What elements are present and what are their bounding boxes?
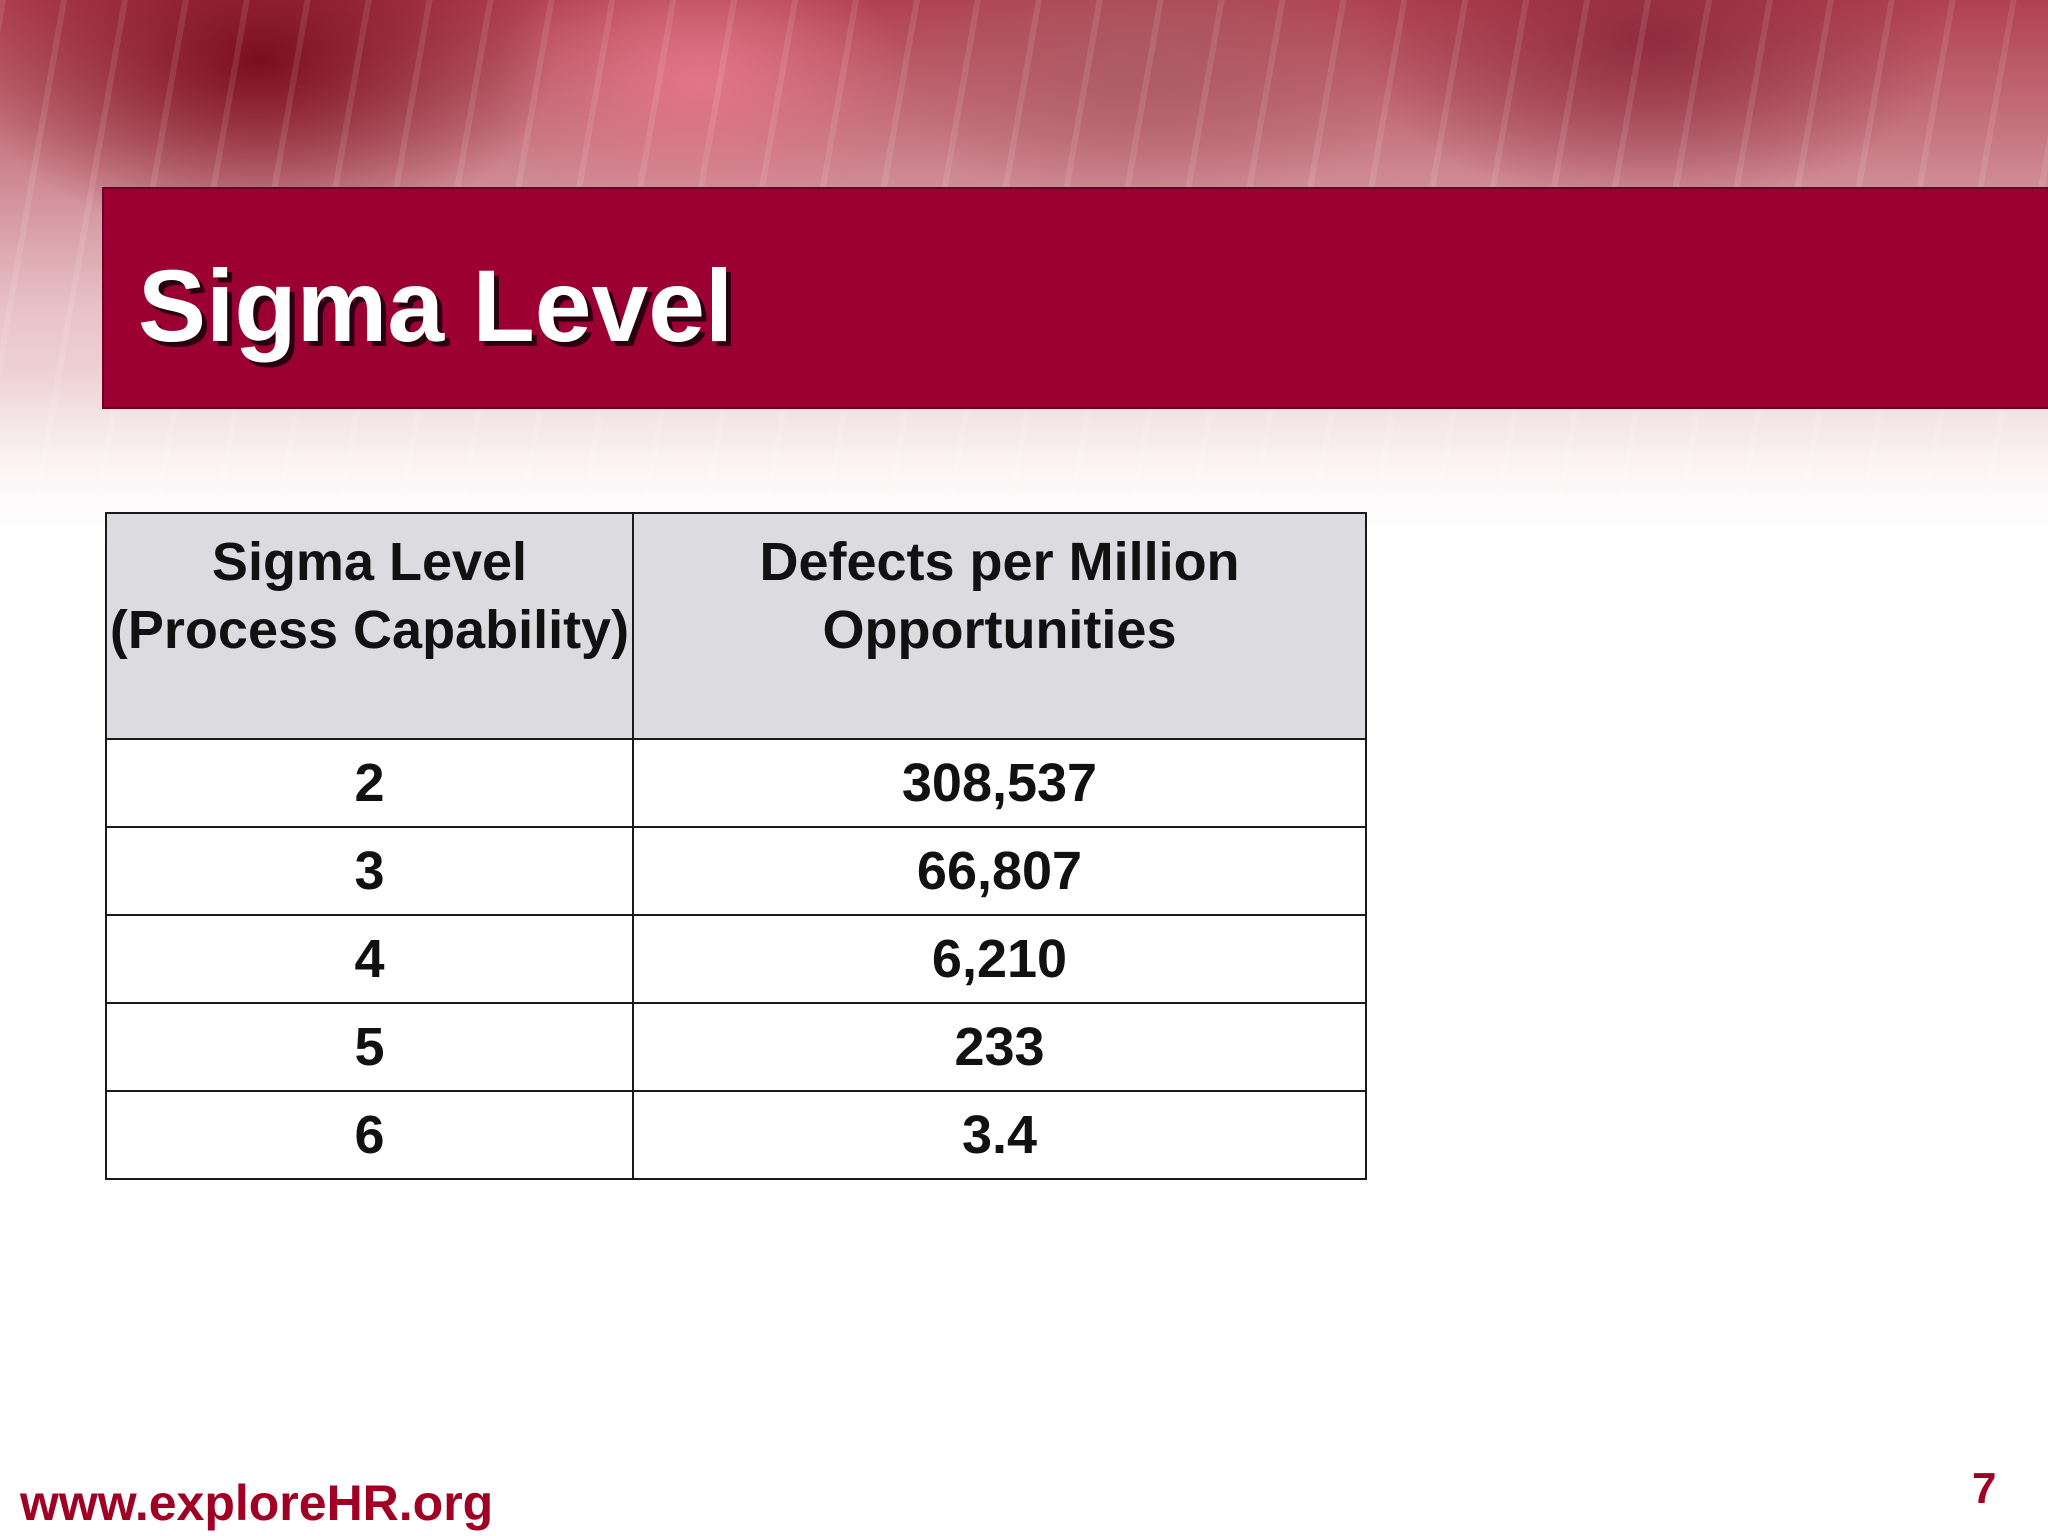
title-band [102, 187, 2048, 409]
slide-title: Sigma Level [138, 249, 734, 363]
table-header-row: Sigma Level (Process Capability) Defects… [105, 512, 1367, 740]
cell-sigma: 3 [105, 826, 634, 916]
table-row: 4 6,210 [105, 914, 1367, 1004]
table-row: 3 66,807 [105, 826, 1367, 916]
table-row: 6 3.4 [105, 1090, 1367, 1180]
cell-sigma: 6 [105, 1090, 634, 1180]
cell-dpmo: 233 [632, 1002, 1367, 1092]
cell-dpmo: 3.4 [632, 1090, 1367, 1180]
page-number: 7 [1972, 1464, 1997, 1513]
cell-dpmo: 308,537 [632, 738, 1367, 828]
footer-url: www.exploreHR.org [20, 1475, 494, 1531]
sigma-table: Sigma Level (Process Capability) Defects… [105, 512, 1367, 1180]
cell-dpmo: 6,210 [632, 914, 1367, 1004]
cell-sigma: 5 [105, 1002, 634, 1092]
table-row: 2 308,537 [105, 738, 1367, 828]
header-sigma-level: Sigma Level (Process Capability) [105, 512, 634, 740]
table-row: 5 233 [105, 1002, 1367, 1092]
cell-sigma: 2 [105, 738, 634, 828]
cell-dpmo: 66,807 [632, 826, 1367, 916]
cell-sigma: 4 [105, 914, 634, 1004]
header-defects: Defects per Million Opportunities [632, 512, 1367, 740]
